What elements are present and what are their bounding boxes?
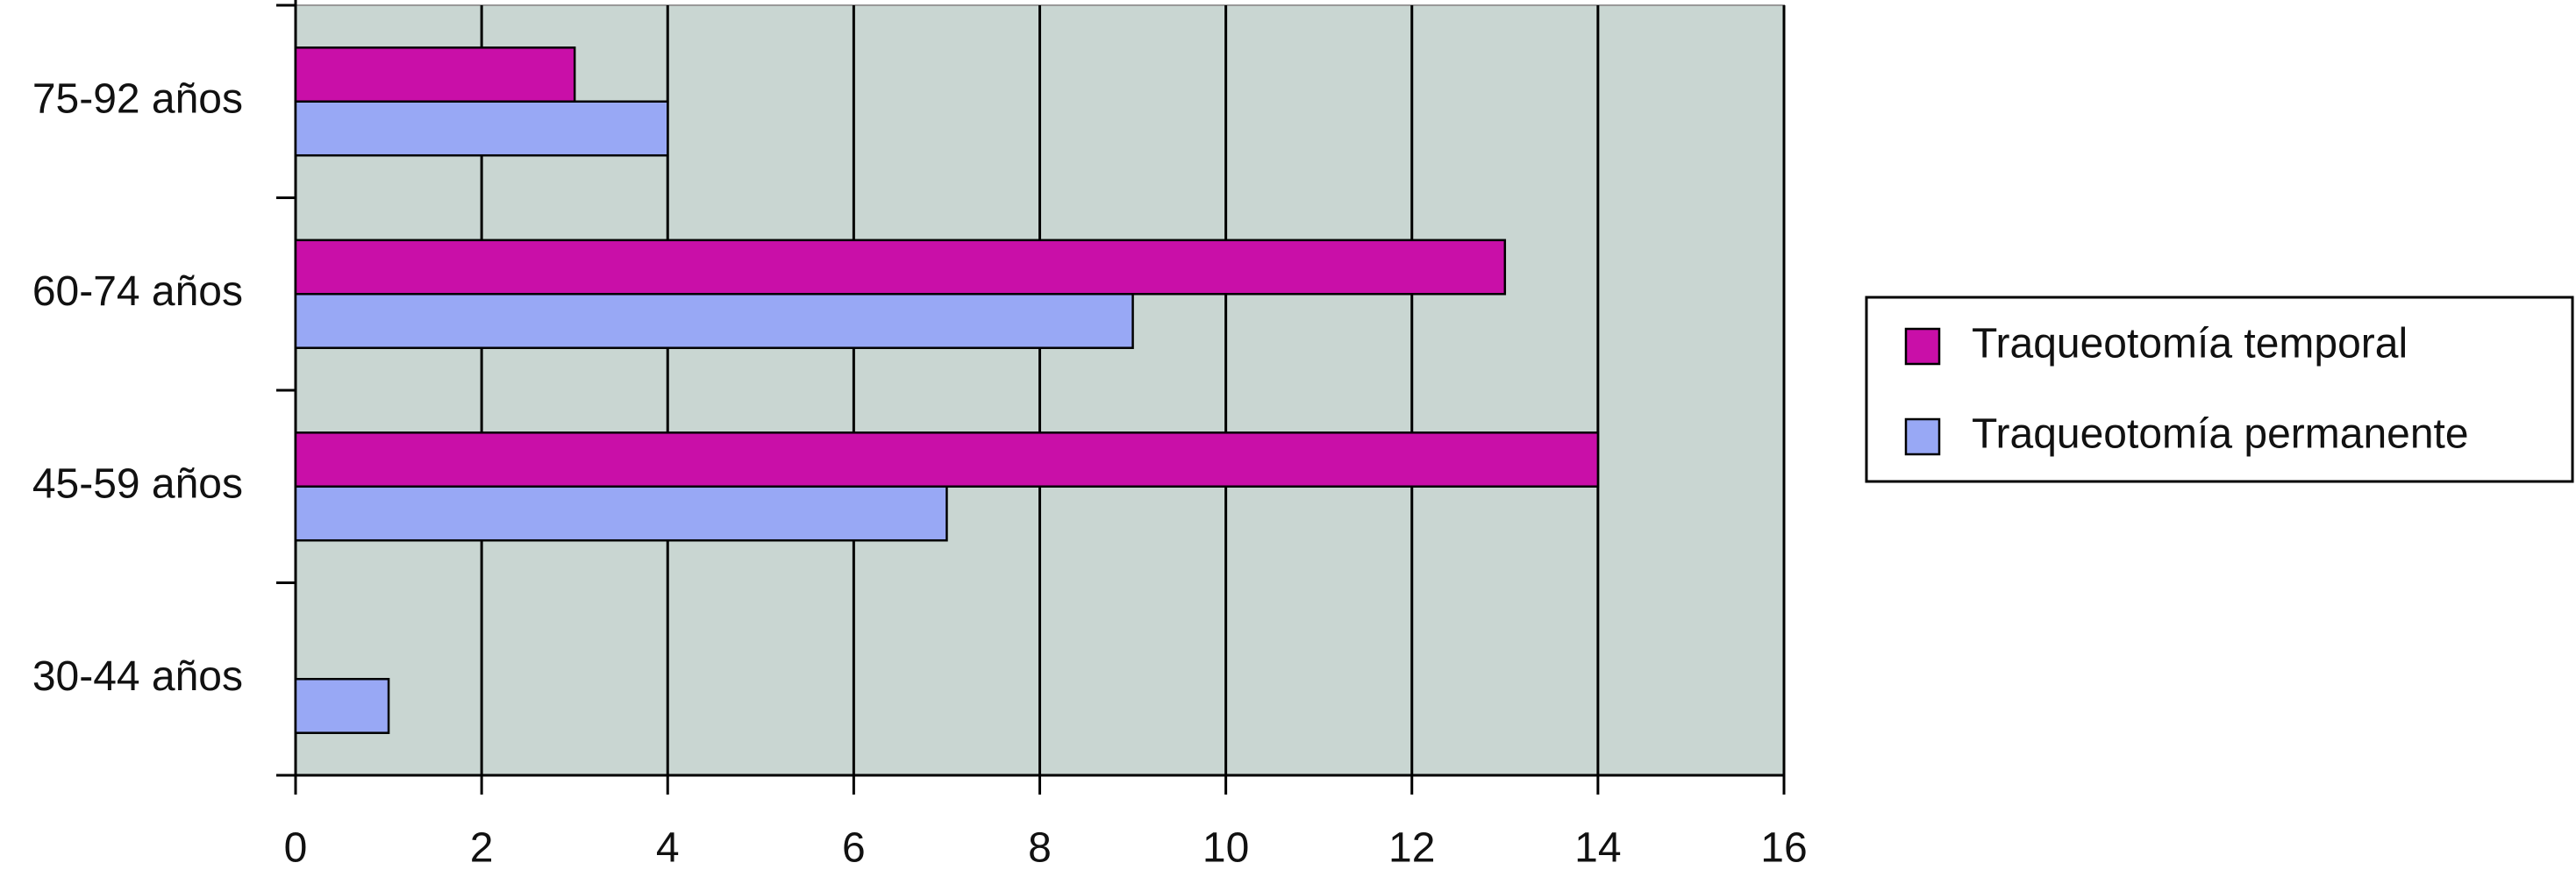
bar <box>294 431 1600 488</box>
x-tick-label: 8 <box>1028 825 1052 872</box>
y-tick-label: 60-74 años <box>32 268 243 315</box>
legend-swatch <box>1904 327 1941 366</box>
bar <box>294 239 1507 296</box>
x-tick-label: 4 <box>656 825 680 872</box>
x-tick-label: 2 <box>470 825 494 872</box>
x-tick-label: 10 <box>1202 825 1249 872</box>
legend-label: Traqueotomía permanente <box>1972 411 2469 458</box>
x-tick-label: 6 <box>842 825 866 872</box>
legend-swatch <box>1904 417 1941 456</box>
bar <box>294 485 948 542</box>
x-tick-label: 12 <box>1388 825 1435 872</box>
bar <box>294 46 576 103</box>
y-tick-label: 75-92 años <box>32 75 243 122</box>
bar <box>294 678 390 734</box>
bar <box>294 293 1134 349</box>
legend-box <box>1865 296 2574 483</box>
x-tick-label: 16 <box>1760 825 1807 872</box>
bar <box>294 100 669 157</box>
y-tick-label: 45-59 años <box>32 460 243 507</box>
x-tick-label: 0 <box>284 825 308 872</box>
x-tick-label: 14 <box>1574 825 1621 872</box>
y-tick-label: 30-44 años <box>32 653 243 700</box>
legend-label: Traqueotomía temporal <box>1972 321 2408 367</box>
